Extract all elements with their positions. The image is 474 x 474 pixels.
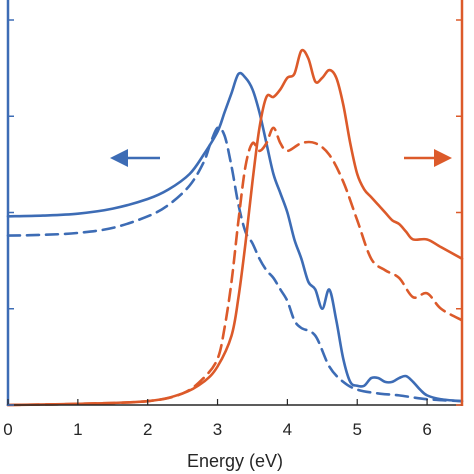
x-tick-label: 1 <box>73 420 82 439</box>
x-tick-label: 6 <box>422 420 431 439</box>
x-tick-label: 2 <box>143 420 152 439</box>
orange-solid-series-line <box>6 48 464 407</box>
x-tick-label: 0 <box>3 420 12 439</box>
x-tick-label: 4 <box>283 420 292 439</box>
annotations <box>110 149 452 167</box>
x-tick-label: 5 <box>352 420 361 439</box>
ticks <box>7 19 462 406</box>
axes <box>6 0 464 406</box>
x-tick-label: 3 <box>213 420 222 439</box>
blue-solid-series-line <box>6 71 464 403</box>
tick-labels: 0 1 2 3 4 5 6 <box>3 420 432 439</box>
left-axis-arrow-icon <box>110 149 160 167</box>
right-axis-arrow-icon <box>404 149 452 167</box>
orange-dashed-series-line <box>6 126 464 407</box>
x-axis-title: Energy (eV) <box>187 451 283 471</box>
plot-lines <box>6 48 464 407</box>
blue-dashed-series-line <box>6 126 464 403</box>
